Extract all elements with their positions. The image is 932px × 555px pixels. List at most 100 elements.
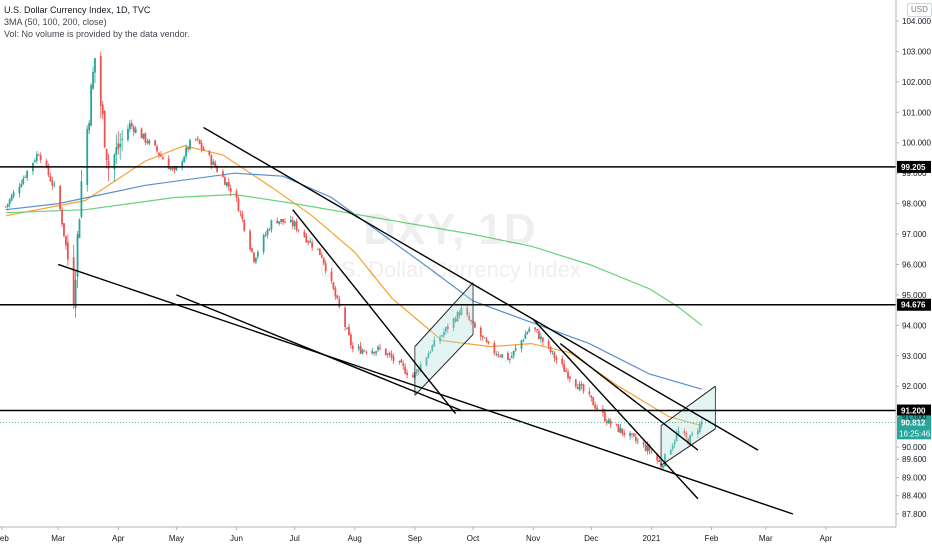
candle-body [671,445,674,450]
trendlines [57,126,794,515]
trendline [559,343,699,451]
candle-body [276,220,279,224]
candle-body [243,219,246,231]
candle-body [270,220,273,230]
candle-body [318,248,321,255]
candle-body [167,158,170,170]
candle-body [33,160,36,162]
candle-body [251,248,253,252]
ma-line-200 [5,193,703,326]
candle-body [39,155,42,161]
candle-body [154,140,156,146]
level-label: 99.205 [901,163,926,172]
candle-body [687,438,690,445]
candle-body [146,141,149,143]
candle-body [35,154,38,161]
candle-body [417,370,420,372]
candle-body [664,453,666,467]
axes: 104.000 103.000 102.000 101.000 100.000 99.00… [0,0,931,543]
candle-body [156,146,158,152]
candle-body [619,427,622,433]
candle-body [208,151,211,156]
candle-body [534,327,536,330]
candle-body [683,430,686,434]
candle-body [357,346,360,349]
channel-line [660,428,716,466]
candle-body [669,449,672,455]
candle-body [662,465,664,468]
candle-body [617,424,620,433]
candle-body [189,140,191,150]
candle-body [307,241,310,243]
candle-body [691,433,693,435]
candle-body [363,350,366,352]
level-label-bg [897,298,931,311]
candle-body [235,191,238,198]
candle-body [555,357,558,360]
candle-body [18,186,21,194]
level-label-bg [897,404,931,417]
candle-body [94,58,96,73]
candle-body [406,372,409,376]
candle-body [282,218,284,223]
candle-body [656,453,659,461]
candle-body [697,430,699,435]
candle-body [6,203,9,207]
candle-body [636,441,639,442]
candle-body [336,295,339,299]
candle-body [47,165,50,176]
candle-body [644,444,647,451]
y-tick-label: 92.000 [902,382,927,391]
candle-body [332,282,335,289]
candle-body [37,154,40,156]
candle-body [402,363,405,367]
candle-body [280,219,283,222]
candle-body [373,351,376,354]
candle-body [173,167,176,170]
y-tick-label: 89.000 [902,473,927,482]
candle-body [609,420,612,425]
candle-body [119,143,122,148]
candle-body [700,421,703,425]
y-tick-label: 87.800 [902,510,927,519]
candle-body [185,147,188,157]
candle-body [631,433,633,435]
candle-body [78,219,81,238]
trendline [203,126,759,451]
y-tick-label: 98.000 [902,200,927,209]
candle-body [303,231,306,237]
x-tick-label: Aug [348,534,362,543]
candle-body [487,341,490,344]
x-tick-label: May [169,534,184,543]
candle-body [171,167,174,169]
candle-body [588,391,591,395]
candle-body [291,220,294,227]
countdown-label: 16:25:46 [899,429,931,438]
x-tick-label: Jun [230,534,243,543]
candle-body [479,327,482,337]
candle-body [642,442,645,445]
candle-body [140,128,143,139]
candle-body [115,147,118,155]
candle-body [330,271,333,281]
candle-body [26,170,29,178]
currency-badge[interactable]: USD [907,3,932,17]
trendline [532,318,699,500]
candle-body [198,139,201,144]
candle-body [237,198,240,212]
candle-body [80,181,83,217]
candle-body [51,180,54,186]
candle-body [419,364,422,372]
candle-body [493,342,496,354]
candle-body [470,319,472,322]
candle-body [431,345,434,352]
candle-body [646,445,649,452]
candle-body [512,350,515,356]
candle-body [371,351,374,354]
candle-body [415,369,418,374]
candle-body [169,167,172,170]
candle-body [485,338,488,342]
candle-body [501,354,504,358]
x-tick-label: Dec [584,534,598,543]
